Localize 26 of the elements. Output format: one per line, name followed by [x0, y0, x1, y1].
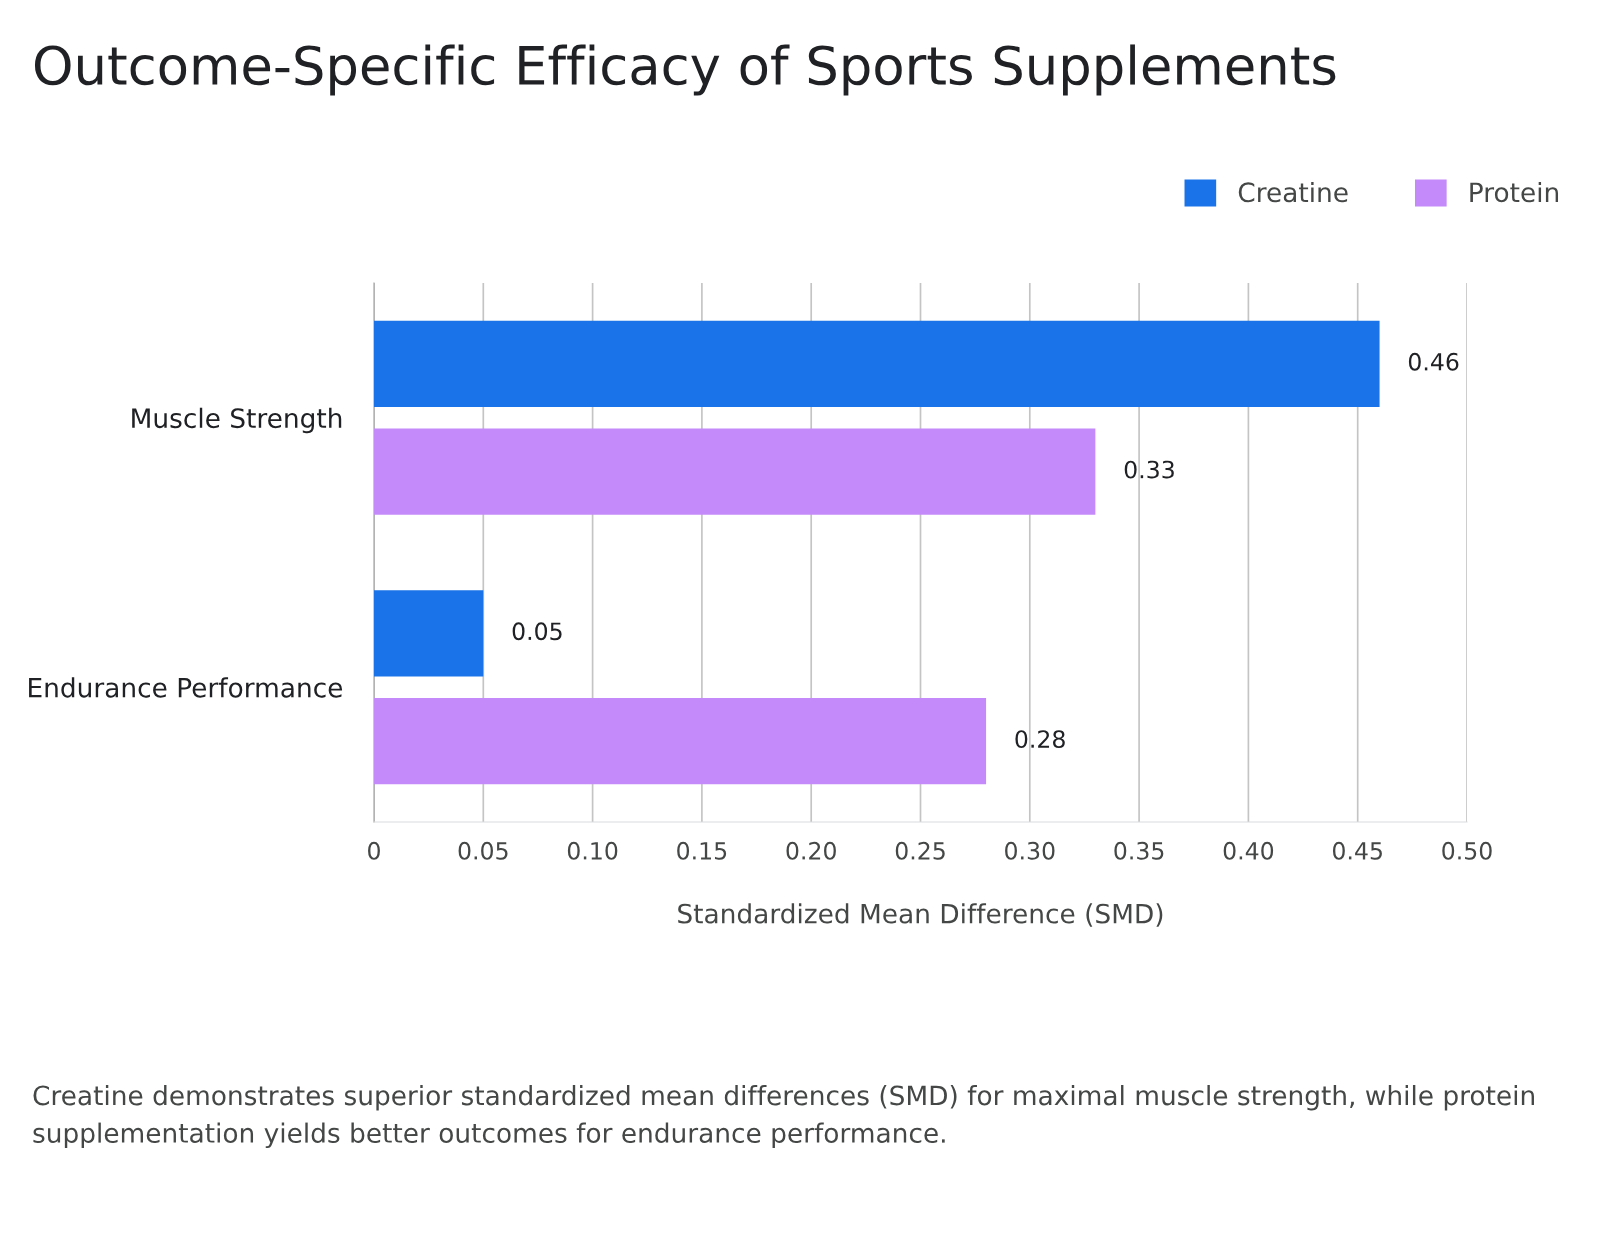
- chart-title: Outcome-Specific Efficacy of Sports Supplements: [34, 44, 1336, 96]
- bar: [374, 698, 987, 785]
- legend-label: Protein: [1470, 181, 1559, 203]
- bar: [374, 590, 484, 677]
- x-tick-label: 0: [368, 841, 380, 860]
- data-label: 0.46: [1408, 352, 1459, 371]
- y-tick-label: Muscle Strength: [132, 407, 342, 434]
- data-label: 0.05: [512, 622, 562, 641]
- bar: [374, 428, 1096, 515]
- x-tick-label: 0.30: [1005, 841, 1055, 860]
- x-tick-label: 0.05: [458, 841, 508, 860]
- text: Creatine demonstrates superior standardized mean differences (SMD) for maximal muscle strength, while protein supplementation yields better outcomes for endurance performance.: [33, 1085, 1534, 1149]
- x-tick-label: 0.35: [1114, 841, 1164, 860]
- x-tick-label: 0.40: [1223, 841, 1274, 860]
- x-tick-label: 0.10: [567, 841, 618, 860]
- x-tick-label: 0.50: [1442, 841, 1492, 860]
- x-tick-label: 0.25: [895, 841, 945, 860]
- x-tick-label: 0.15: [677, 841, 727, 860]
- data-label: 0.33: [1124, 460, 1174, 479]
- y-tick-label: Endurance Performance: [29, 677, 343, 698]
- data-label: 0.28: [1015, 730, 1065, 748]
- bar: [374, 320, 1380, 407]
- legend-label: Creatine: [1238, 181, 1348, 203]
- x-tick-label: 0.45: [1332, 841, 1382, 860]
- x-axis-title: Standardized Mean Difference (SMD): [678, 903, 1163, 927]
- x-tick-label: 0.20: [786, 841, 836, 860]
